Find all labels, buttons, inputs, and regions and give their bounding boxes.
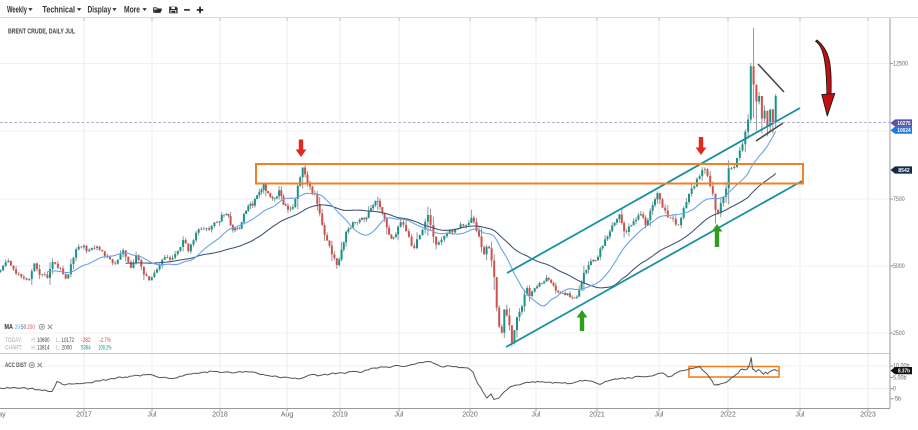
svg-text:2000: 2000 xyxy=(62,344,73,351)
svg-text:CHART:: CHART: xyxy=(5,344,23,351)
svg-text:7500: 7500 xyxy=(893,196,905,203)
svg-text:Weekly: Weekly xyxy=(7,4,28,14)
svg-text:2022: 2022 xyxy=(720,412,736,419)
svg-text:Jul: Jul xyxy=(532,412,541,419)
svg-text:109.2%: 109.2% xyxy=(98,344,111,351)
svg-text:ACC DIST: ACC DIST xyxy=(5,362,27,369)
svg-text:8.37b: 8.37b xyxy=(898,369,910,375)
svg-text:2019: 2019 xyxy=(332,412,348,419)
svg-text:H:: H: xyxy=(31,337,36,344)
svg-text:2023: 2023 xyxy=(860,412,876,419)
svg-text:12500: 12500 xyxy=(893,61,908,68)
svg-text:8542: 8542 xyxy=(898,168,910,174)
svg-text:10024: 10024 xyxy=(897,128,911,134)
svg-text:Jul: Jul xyxy=(655,412,664,419)
svg-text:More: More xyxy=(124,4,140,14)
svg-text:Display: Display xyxy=(88,4,112,14)
svg-text:-2.7%: -2.7% xyxy=(99,337,111,344)
svg-text:10275: 10275 xyxy=(897,121,911,127)
svg-text:10.00b: 10.00b xyxy=(893,363,910,370)
svg-text:Aug: Aug xyxy=(281,412,294,419)
svg-text:20: 20 xyxy=(15,324,21,331)
svg-text:200: 200 xyxy=(27,324,35,331)
svg-text:-282: -282 xyxy=(81,337,91,344)
svg-text:Jul: Jul xyxy=(148,412,157,419)
svg-text:Technical: Technical xyxy=(43,4,76,14)
svg-text:0: 0 xyxy=(893,386,896,393)
svg-text:5364: 5364 xyxy=(81,344,91,351)
svg-text:5000: 5000 xyxy=(893,263,905,270)
svg-text:May: May xyxy=(0,412,6,419)
svg-text:10690: 10690 xyxy=(37,337,50,344)
svg-text:Jul: Jul xyxy=(796,412,805,419)
svg-text:L:: L: xyxy=(56,337,60,344)
svg-text:10172: 10172 xyxy=(62,337,75,344)
svg-text:2500: 2500 xyxy=(893,330,905,337)
svg-text:5.00b: 5.00b xyxy=(893,374,907,381)
svg-text:2020: 2020 xyxy=(462,412,478,419)
svg-text:L:: L: xyxy=(56,344,60,351)
svg-text:MA: MA xyxy=(4,324,13,331)
svg-text:2021: 2021 xyxy=(589,412,605,419)
svg-text:50: 50 xyxy=(21,324,27,331)
svg-text:TODAY:: TODAY: xyxy=(5,337,23,344)
svg-text:2018: 2018 xyxy=(212,412,228,419)
svg-text:2017: 2017 xyxy=(76,412,92,419)
svg-text:13814: 13814 xyxy=(37,344,50,351)
svg-text:-5b: -5b xyxy=(893,396,901,403)
svg-text:BRENT CRUDE, DAILY JUL: BRENT CRUDE, DAILY JUL xyxy=(8,26,75,35)
svg-text:H:: H: xyxy=(31,344,36,351)
svg-text:Jul: Jul xyxy=(395,412,404,419)
